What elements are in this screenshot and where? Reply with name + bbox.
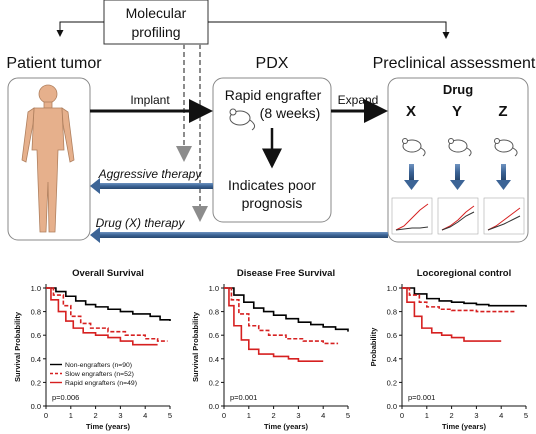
x-tick-label: 4 xyxy=(321,411,325,420)
y-tick-label: 0.0 xyxy=(209,402,219,411)
y-tick-label: 0.0 xyxy=(387,402,397,411)
x-tick-label: 3 xyxy=(296,411,300,420)
drug-heading: Drug xyxy=(443,82,473,97)
y-tick-label: 0.6 xyxy=(31,331,41,340)
x-tick-label: 1 xyxy=(425,411,429,420)
chart-title: Disease Free Survival xyxy=(237,268,335,279)
y-tick-label: 0.2 xyxy=(31,378,41,387)
pdx-heading: PDX xyxy=(256,55,289,72)
km-plot-overall-survival: Overall Survival 0.0 0.2 0.4 0.6 0.8 1.0 0 1 2 3 4 5… xyxy=(13,268,172,431)
molecular-profiling-box xyxy=(103,0,209,45)
mini-growth-plot-y xyxy=(437,197,479,235)
y-tick-label: 0.4 xyxy=(387,355,397,364)
chart-title: Locoregional control xyxy=(417,268,511,279)
drug-y-label: Y xyxy=(452,103,462,120)
p-value-label: p=0.001 xyxy=(230,393,257,402)
y-tick-label: 1.0 xyxy=(387,284,397,293)
drug-x-mouse-icon xyxy=(402,138,426,157)
km-curve-solid-black xyxy=(402,287,527,307)
legend-entry: Slow engrafters (n=52) xyxy=(65,371,134,378)
x-tick-label: 0 xyxy=(44,411,48,420)
y-tick-label: 0.2 xyxy=(209,378,219,387)
km-curve-dashed-red xyxy=(46,287,168,342)
y-axis-label: Survival Probability xyxy=(13,311,22,382)
x-tick-label: 1 xyxy=(69,411,73,420)
drug-y-mouse-icon xyxy=(448,138,472,157)
x-axis-label: Time (years) xyxy=(264,422,309,431)
km-curve-solid-red xyxy=(402,287,502,342)
y-tick-label: 0.8 xyxy=(387,308,397,317)
y-axis-label: Survival Probability xyxy=(191,311,200,382)
x-tick-label: 4 xyxy=(143,411,147,420)
mini-growth-plot-x xyxy=(391,197,433,235)
x-tick-label: 2 xyxy=(450,411,454,420)
molecular-profiling-label-2: profiling xyxy=(131,24,180,40)
y-tick-label: 0.6 xyxy=(209,331,219,340)
drug-x-down-arrow xyxy=(409,164,414,180)
km-curve-dashed-red xyxy=(224,287,339,345)
y-tick-label: 0.4 xyxy=(31,355,41,364)
x-tick-label: 5 xyxy=(346,411,350,420)
pdx-mouse-icon xyxy=(229,108,256,131)
workflow-diagram: Molecular profiling Patient tumor PDX Pr… xyxy=(6,0,536,243)
aggressive-therapy-arrow xyxy=(100,183,213,189)
km-plot-locoregional-control: Locoregional control 0.0 0.2 0.4 0.6 0.8 1.0 0 1… xyxy=(369,268,528,431)
aggressive-therapy-label: Aggressive therapy xyxy=(98,167,203,181)
y-tick-label: 0.8 xyxy=(31,308,41,317)
x-tick-label: 0 xyxy=(222,411,226,420)
x-tick-label: 3 xyxy=(474,411,478,420)
mini-growth-plot-z xyxy=(483,197,525,235)
profiling-left-connector xyxy=(56,21,104,37)
x-axis-label: Time (years) xyxy=(86,422,131,431)
profiling-right-connector xyxy=(208,21,450,39)
y-tick-label: 0.0 xyxy=(31,402,41,411)
x-tick-label: 0 xyxy=(400,411,404,420)
drug-z-down-arrow xyxy=(501,164,506,180)
km-plot-disease-free-survival: Disease Free Survival 0.0 0.2 0.4 0.6 0.8 1.0 0… xyxy=(191,268,350,431)
km-curve-solid-red xyxy=(46,287,158,346)
patient-tumor-heading: Patient tumor xyxy=(6,55,102,72)
drug-x-label: X xyxy=(406,103,416,120)
x-axis-label: Time (years) xyxy=(442,422,487,431)
x-tick-label: 2 xyxy=(272,411,276,420)
p-value-label: p=0.006 xyxy=(52,393,79,402)
y-tick-label: 1.0 xyxy=(209,284,219,293)
x-tick-label: 4 xyxy=(499,411,503,420)
legend-entry: Non-engrafters (n=90) xyxy=(65,362,132,369)
x-tick-label: 3 xyxy=(118,411,122,420)
y-tick-label: 0.4 xyxy=(209,355,219,364)
x-tick-label: 5 xyxy=(168,411,172,420)
weeks-label: (8 weeks) xyxy=(260,105,321,121)
molecular-profiling-label-1: Molecular xyxy=(126,5,187,21)
rapid-engrafter-label: Rapid engrafter xyxy=(225,87,322,103)
y-tick-label: 0.2 xyxy=(387,378,397,387)
indicates-label-1: Indicates poor xyxy=(228,177,316,193)
implant-label: Implant xyxy=(130,93,170,107)
drug-x-therapy-label: Drug (X) therapy xyxy=(96,216,186,230)
km-curve-dashed-red xyxy=(402,287,517,313)
y-tick-label: 1.0 xyxy=(31,284,41,293)
x-tick-label: 1 xyxy=(247,411,251,420)
chart-title: Overall Survival xyxy=(72,268,144,279)
y-tick-label: 0.6 xyxy=(387,331,397,340)
y-axis-label: Probability xyxy=(369,327,378,367)
p-value-label: p=0.001 xyxy=(408,393,435,402)
km-curve-solid-black xyxy=(224,287,349,332)
expand-label: Expand xyxy=(338,93,379,107)
drug-x-therapy-arrow xyxy=(100,232,388,238)
km-curve-solid-black xyxy=(46,287,171,322)
indicates-label-2: prognosis xyxy=(242,195,303,211)
drug-y-down-arrow xyxy=(455,164,460,180)
legend-entry: Rapid engrafters (n=49) xyxy=(65,380,137,387)
drug-z-label: Z xyxy=(498,103,507,120)
x-tick-label: 5 xyxy=(524,411,528,420)
km-curve-solid-red xyxy=(224,287,324,362)
x-tick-label: 2 xyxy=(94,411,98,420)
y-tick-label: 0.8 xyxy=(209,308,219,317)
human-body-icon xyxy=(21,84,75,233)
drug-z-mouse-icon xyxy=(494,138,518,157)
preclinical-heading: Preclinical assessment xyxy=(373,55,536,72)
